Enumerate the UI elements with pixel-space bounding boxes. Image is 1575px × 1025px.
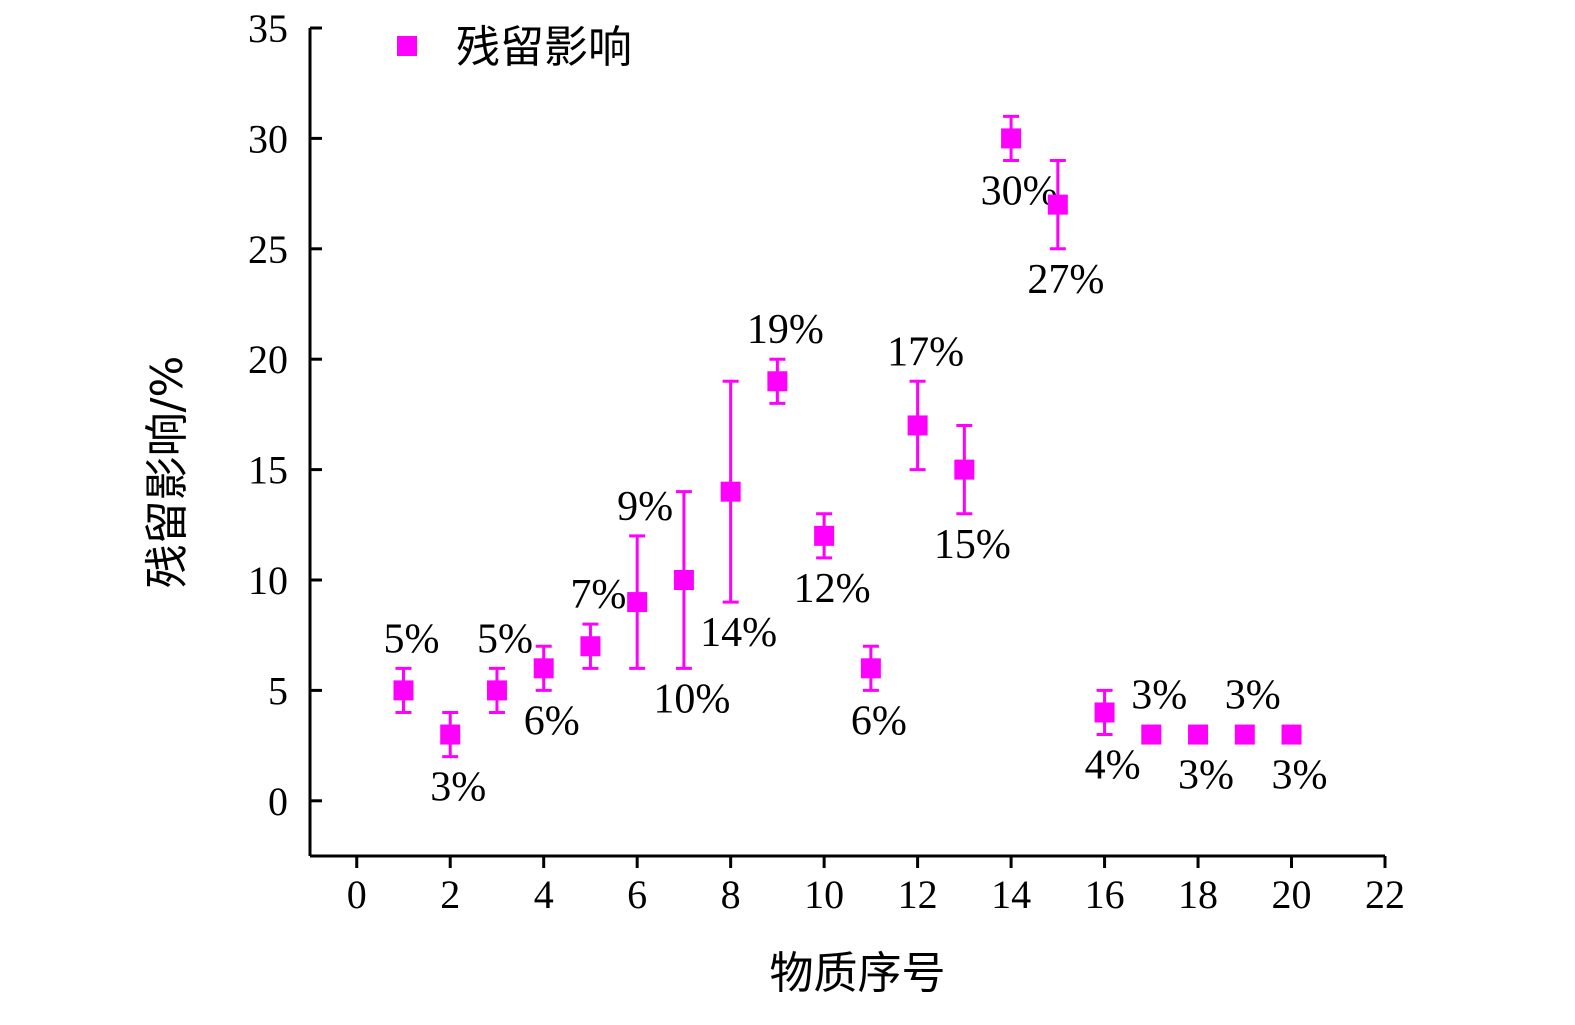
y-ticks: 0 5 10 15 20 25 30 35 xyxy=(248,6,322,824)
data-point xyxy=(767,371,788,392)
data-point xyxy=(440,724,461,745)
data-point xyxy=(580,636,601,657)
data-point xyxy=(1047,194,1068,215)
data-point xyxy=(954,459,975,480)
data-label: 3% xyxy=(1178,753,1234,799)
x-tick-label: 6 xyxy=(627,872,647,917)
y-tick-label: 25 xyxy=(248,227,288,272)
data-label: 27% xyxy=(1027,257,1104,303)
data-label: 5% xyxy=(383,616,439,662)
data-point xyxy=(814,525,835,546)
data-label: 3% xyxy=(430,765,486,811)
x-tick-label: 2 xyxy=(440,872,460,917)
data-label: 15% xyxy=(934,522,1011,568)
x-tick-label: 0 xyxy=(347,872,367,917)
x-tick-label: 8 xyxy=(721,872,741,917)
data-label: 6% xyxy=(851,698,907,744)
data-point xyxy=(860,658,881,679)
data-label: 5% xyxy=(477,616,533,662)
data-point xyxy=(720,481,741,502)
data-label: 30% xyxy=(981,168,1058,214)
x-tick-label: 16 xyxy=(1085,872,1125,917)
data-point xyxy=(1188,724,1209,745)
y-tick-label: 30 xyxy=(248,116,288,161)
data-label: 12% xyxy=(794,566,871,612)
x-axis-title: 物质序号 xyxy=(770,948,946,999)
y-axis-title: 残留影响/% xyxy=(142,356,193,589)
y-tick-label: 35 xyxy=(248,6,288,51)
y-tick-label: 20 xyxy=(248,337,288,382)
data-label: 19% xyxy=(747,307,824,353)
data-label: 6% xyxy=(524,698,580,744)
data-point xyxy=(907,415,928,436)
data-label: 10% xyxy=(653,676,730,722)
y-tick-label: 10 xyxy=(248,558,288,603)
x-tick-label: 12 xyxy=(898,872,938,917)
x-tick-label: 18 xyxy=(1178,872,1218,917)
legend-label: 残留影响 xyxy=(456,22,632,73)
data-label: 3% xyxy=(1272,753,1328,799)
data-label: 17% xyxy=(887,329,964,375)
data-point xyxy=(486,680,507,701)
x-tick-label: 14 xyxy=(991,872,1031,917)
data-label: 4% xyxy=(1085,743,1141,789)
data-point xyxy=(1141,724,1162,745)
data-point xyxy=(1281,724,1302,745)
data-point xyxy=(393,680,414,701)
data-point xyxy=(1094,702,1115,723)
data-point xyxy=(533,658,554,679)
data-point xyxy=(1234,724,1255,745)
data-point xyxy=(627,592,648,613)
series-layer: 5% 3% 5% 6% 7% 9% 10% 14% 19% 12% 6% 17% 15% 30% 27% 4%… xyxy=(383,114,1328,811)
data-point xyxy=(673,570,694,590)
axes xyxy=(308,28,1385,858)
data-label: 3% xyxy=(1131,673,1187,719)
legend: 残留影响 xyxy=(397,22,632,73)
legend-marker xyxy=(397,36,417,56)
x-tick-label: 20 xyxy=(1272,872,1312,917)
y-tick-label: 0 xyxy=(268,779,288,824)
x-tick-label: 10 xyxy=(804,872,844,917)
data-label: 3% xyxy=(1225,673,1281,719)
data-point xyxy=(1001,128,1022,149)
y-tick-label: 5 xyxy=(268,668,288,713)
data-label: 9% xyxy=(617,484,673,530)
data-label: 14% xyxy=(700,610,777,656)
y-tick-label: 15 xyxy=(248,448,288,493)
x-tick-label: 4 xyxy=(534,872,554,917)
x-ticks: 0 2 4 6 8 10 12 14 16 18 20 22 xyxy=(347,856,1405,917)
data-label: 7% xyxy=(570,572,626,618)
x-tick-label: 22 xyxy=(1365,872,1405,917)
